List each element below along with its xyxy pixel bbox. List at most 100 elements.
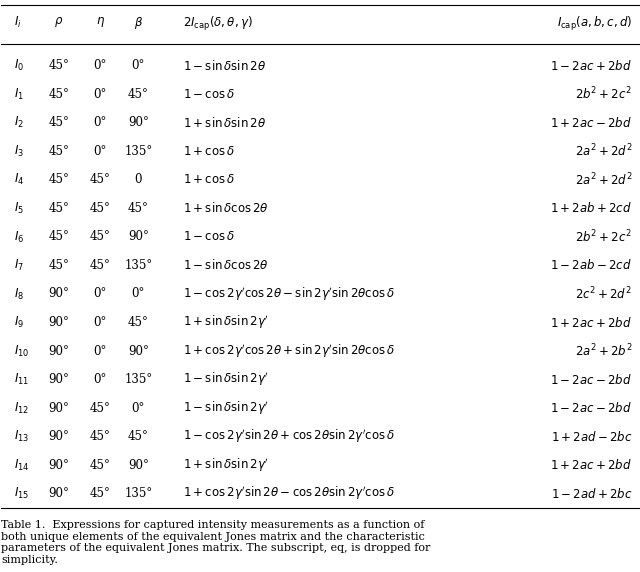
Text: 0°: 0°: [93, 344, 107, 358]
Text: $I_0$: $I_0$: [14, 58, 24, 73]
Text: 45°: 45°: [48, 88, 69, 101]
Text: $I_{13}$: $I_{13}$: [14, 429, 29, 444]
Text: 90°: 90°: [48, 373, 69, 386]
Text: 45°: 45°: [48, 259, 69, 272]
Text: $1 + \cos\delta$: $1 + \cos\delta$: [183, 145, 236, 158]
Text: $1 + \sin\delta\cos 2\theta$: $1 + \sin\delta\cos 2\theta$: [183, 201, 269, 216]
Text: 135°: 135°: [124, 487, 152, 500]
Text: 45°: 45°: [90, 459, 111, 471]
Text: $1 - 2ac + 2bd$: $1 - 2ac + 2bd$: [550, 59, 632, 73]
Text: $2a^2 + 2d^2$: $2a^2 + 2d^2$: [575, 143, 632, 160]
Text: $1 + \cos 2\gamma^{\prime}\cos 2\theta + \sin 2\gamma^{\prime}\sin 2\theta\cos\d: $1 + \cos 2\gamma^{\prime}\cos 2\theta +…: [183, 342, 395, 360]
Text: 45°: 45°: [128, 430, 149, 443]
Text: 0°: 0°: [93, 116, 107, 129]
Text: 45°: 45°: [48, 59, 69, 73]
Text: $I_2$: $I_2$: [14, 116, 24, 130]
Text: 0°: 0°: [93, 373, 107, 386]
Text: $I_7$: $I_7$: [14, 258, 24, 273]
Text: $1 - \cos\delta$: $1 - \cos\delta$: [183, 231, 236, 244]
Text: 0°: 0°: [93, 59, 107, 73]
Text: 0°: 0°: [132, 402, 145, 415]
Text: 90°: 90°: [128, 344, 149, 358]
Text: $1 + 2ad - 2bc$: $1 + 2ad - 2bc$: [550, 430, 632, 443]
Text: $\rho$: $\rho$: [54, 15, 63, 29]
Text: $I_{\mathrm{cap}}(a, b, c, d)$: $I_{\mathrm{cap}}(a, b, c, d)$: [557, 15, 632, 33]
Text: $1 - \sin\delta\sin 2\gamma^{\prime}$: $1 - \sin\delta\sin 2\gamma^{\prime}$: [183, 371, 269, 388]
Text: $1 + \sin\delta\sin 2\gamma^{\prime}$: $1 + \sin\delta\sin 2\gamma^{\prime}$: [183, 314, 269, 331]
Text: $I_{11}$: $I_{11}$: [14, 372, 29, 387]
Text: 0°: 0°: [132, 59, 145, 73]
Text: 45°: 45°: [48, 202, 69, 215]
Text: $I_{12}$: $I_{12}$: [14, 400, 29, 416]
Text: 90°: 90°: [48, 459, 69, 471]
Text: $1 - \cos 2\gamma^{\prime}\sin 2\theta + \cos 2\theta\sin 2\gamma^{\prime}\cos\d: $1 - \cos 2\gamma^{\prime}\sin 2\theta +…: [183, 428, 395, 446]
Text: $1 - 2ad + 2bc$: $1 - 2ad + 2bc$: [550, 487, 632, 500]
Text: $I_1$: $I_1$: [14, 87, 24, 102]
Text: 135°: 135°: [124, 259, 152, 272]
Text: $1 - \cos 2\gamma^{\prime}\cos 2\theta - \sin 2\gamma^{\prime}\sin 2\theta\cos\d: $1 - \cos 2\gamma^{\prime}\cos 2\theta -…: [183, 285, 395, 303]
Text: $2I_{\mathrm{cap}}(\delta, \theta, \gamma)$: $2I_{\mathrm{cap}}(\delta, \theta, \gamm…: [183, 15, 253, 33]
Text: 45°: 45°: [48, 173, 69, 186]
Text: $\eta$: $\eta$: [95, 15, 105, 29]
Text: $2b^2 + 2c^2$: $2b^2 + 2c^2$: [575, 86, 632, 103]
Text: $I_9$: $I_9$: [14, 315, 24, 330]
Text: 0°: 0°: [93, 145, 107, 158]
Text: $1 - \sin\delta\sin 2\gamma^{\prime}$: $1 - \sin\delta\sin 2\gamma^{\prime}$: [183, 399, 269, 417]
Text: $I_6$: $I_6$: [14, 229, 24, 244]
Text: 0: 0: [134, 173, 142, 186]
Text: $2a^2 + 2d^2$: $2a^2 + 2d^2$: [575, 172, 632, 188]
Text: 90°: 90°: [128, 459, 149, 471]
Text: $I_8$: $I_8$: [14, 287, 24, 301]
Text: $I_5$: $I_5$: [14, 201, 24, 216]
Text: 90°: 90°: [48, 487, 69, 500]
Text: $1 + \cos 2\gamma^{\prime}\sin 2\theta - \cos 2\theta\sin 2\gamma^{\prime}\cos\d: $1 + \cos 2\gamma^{\prime}\sin 2\theta -…: [183, 485, 395, 502]
Text: 135°: 135°: [124, 145, 152, 158]
Text: $1 + 2ac - 2bd$: $1 + 2ac - 2bd$: [550, 116, 632, 130]
Text: $1 - \sin\delta\sin 2\theta$: $1 - \sin\delta\sin 2\theta$: [183, 59, 266, 73]
Text: $I_{15}$: $I_{15}$: [14, 486, 29, 501]
Text: 45°: 45°: [48, 145, 69, 158]
Text: 90°: 90°: [48, 344, 69, 358]
Text: $1 + \cos\delta$: $1 + \cos\delta$: [183, 173, 236, 186]
Text: $I_4$: $I_4$: [14, 172, 24, 188]
Text: 90°: 90°: [128, 231, 149, 244]
Text: Table 1.  Expressions for captured intensity measurements as a function of
both : Table 1. Expressions for captured intens…: [1, 520, 431, 565]
Text: $2a^2 + 2b^2$: $2a^2 + 2b^2$: [575, 343, 632, 359]
Text: 45°: 45°: [128, 316, 149, 329]
Text: $1 - \sin\delta\cos 2\theta$: $1 - \sin\delta\cos 2\theta$: [183, 259, 269, 272]
Text: $1 + 2ac + 2bd$: $1 + 2ac + 2bd$: [550, 458, 632, 472]
Text: 45°: 45°: [90, 173, 111, 186]
Text: 90°: 90°: [48, 402, 69, 415]
Text: 90°: 90°: [128, 116, 149, 129]
Text: $I_{14}$: $I_{14}$: [14, 458, 29, 472]
Text: $1 + \sin\delta\sin 2\theta$: $1 + \sin\delta\sin 2\theta$: [183, 116, 266, 130]
Text: 0°: 0°: [93, 88, 107, 101]
Text: $I_{10}$: $I_{10}$: [14, 343, 29, 359]
Text: $1 - 2ac - 2bd$: $1 - 2ac - 2bd$: [550, 401, 632, 415]
Text: $1 + 2ab + 2cd$: $1 + 2ab + 2cd$: [550, 201, 632, 216]
Text: 90°: 90°: [48, 288, 69, 300]
Text: 90°: 90°: [48, 430, 69, 443]
Text: 90°: 90°: [48, 316, 69, 329]
Text: 45°: 45°: [90, 430, 111, 443]
Text: $1 + \sin\delta\sin 2\gamma^{\prime}$: $1 + \sin\delta\sin 2\gamma^{\prime}$: [183, 456, 269, 474]
Text: $I_i$: $I_i$: [14, 15, 22, 30]
Text: 45°: 45°: [128, 88, 149, 101]
Text: $1 - \cos\delta$: $1 - \cos\delta$: [183, 88, 236, 101]
Text: 45°: 45°: [90, 259, 111, 272]
Text: $I_3$: $I_3$: [14, 144, 24, 159]
Text: 45°: 45°: [90, 202, 111, 215]
Text: $1 + 2ac + 2bd$: $1 + 2ac + 2bd$: [550, 316, 632, 329]
Text: 45°: 45°: [90, 231, 111, 244]
Text: 135°: 135°: [124, 373, 152, 386]
Text: $1 - 2ab - 2cd$: $1 - 2ab - 2cd$: [550, 259, 632, 272]
Text: 45°: 45°: [128, 202, 149, 215]
Text: 45°: 45°: [48, 231, 69, 244]
Text: 45°: 45°: [90, 487, 111, 500]
Text: $2c^2 + 2d^2$: $2c^2 + 2d^2$: [575, 285, 632, 302]
Text: $\beta$: $\beta$: [134, 15, 143, 31]
Text: 45°: 45°: [90, 402, 111, 415]
Text: 0°: 0°: [132, 288, 145, 300]
Text: 0°: 0°: [93, 316, 107, 329]
Text: $2b^2 + 2c^2$: $2b^2 + 2c^2$: [575, 229, 632, 245]
